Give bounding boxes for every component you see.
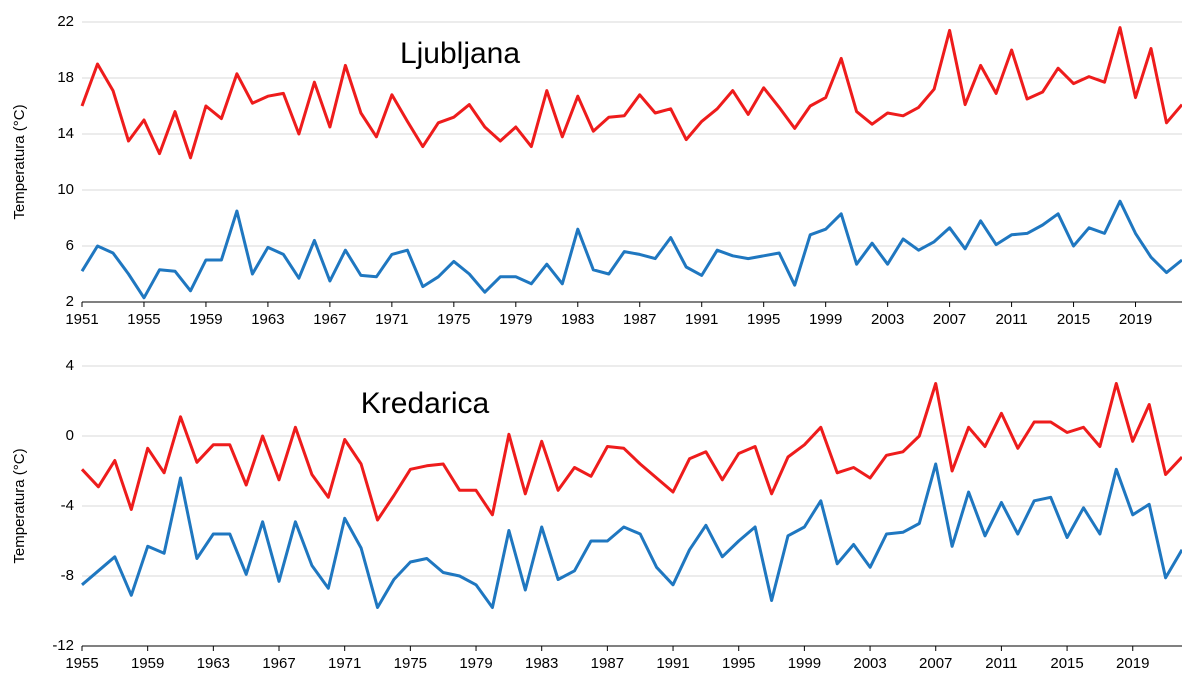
x-tick-label: 1955 xyxy=(127,311,160,328)
x-tick-label: 1967 xyxy=(313,311,346,328)
x-tick-label: 2015 xyxy=(1057,311,1090,328)
x-tick-label: 1975 xyxy=(394,655,427,672)
series-line xyxy=(80,199,1182,300)
x-tick-label: 1979 xyxy=(499,311,532,328)
y-tick-label: 4 xyxy=(66,357,74,374)
x-tick-label: 1971 xyxy=(375,311,408,328)
x-tick-label: 1979 xyxy=(459,655,492,672)
x-tick-label: 1951 xyxy=(65,311,98,328)
x-tick-label: 1999 xyxy=(788,655,821,672)
x-tick-label: 2019 xyxy=(1116,655,1149,672)
y-tick-label: 2 xyxy=(66,293,74,310)
x-tick-label: 1967 xyxy=(262,655,295,672)
y-tick-label: 10 xyxy=(57,181,74,198)
x-tick-label: 1987 xyxy=(623,311,656,328)
y-tick-label: 22 xyxy=(57,13,74,30)
x-tick-label: 1963 xyxy=(251,311,284,328)
x-tick-label: 1991 xyxy=(656,655,689,672)
x-tick-label: 1975 xyxy=(437,311,470,328)
x-tick-label: 1995 xyxy=(722,655,755,672)
x-tick-label: 2015 xyxy=(1050,655,1083,672)
y-tick-label: 14 xyxy=(57,125,74,142)
x-tick-label: 2011 xyxy=(995,311,1027,328)
y-axis-label: Temperatura (°C) xyxy=(11,104,28,219)
x-tick-label: 1991 xyxy=(685,311,718,328)
series-line xyxy=(80,26,1182,160)
y-tick-label: 0 xyxy=(66,427,74,444)
y-axis-label: Temperatura (°C) xyxy=(11,448,28,563)
x-tick-label: 1999 xyxy=(809,311,842,328)
x-tick-label: 2011 xyxy=(985,655,1017,672)
x-tick-label: 1983 xyxy=(525,655,558,672)
x-tick-label: 2007 xyxy=(933,311,966,328)
x-tick-label: 2003 xyxy=(871,311,904,328)
x-tick-label: 1983 xyxy=(561,311,594,328)
y-tick-label: 18 xyxy=(57,69,74,86)
x-tick-label: 1987 xyxy=(591,655,624,672)
x-tick-label: 2003 xyxy=(853,655,886,672)
x-tick-label: 1963 xyxy=(197,655,230,672)
x-tick-label: 2019 xyxy=(1119,311,1152,328)
series-line xyxy=(81,462,1182,609)
y-tick-label: -12 xyxy=(52,637,74,654)
x-tick-label: 1971 xyxy=(328,655,361,672)
y-tick-label: -4 xyxy=(61,497,74,514)
x-tick-label: 1995 xyxy=(747,311,780,328)
y-tick-label: 6 xyxy=(66,237,74,254)
x-tick-label: 1959 xyxy=(189,311,222,328)
x-tick-label: 2007 xyxy=(919,655,952,672)
x-tick-label: 1959 xyxy=(131,655,164,672)
series-line xyxy=(80,382,1182,522)
x-tick-label: 1955 xyxy=(65,655,98,672)
y-tick-label: -8 xyxy=(61,567,74,584)
chart-title: Kredarica xyxy=(361,387,490,420)
chart-title: Ljubljana xyxy=(400,37,520,70)
